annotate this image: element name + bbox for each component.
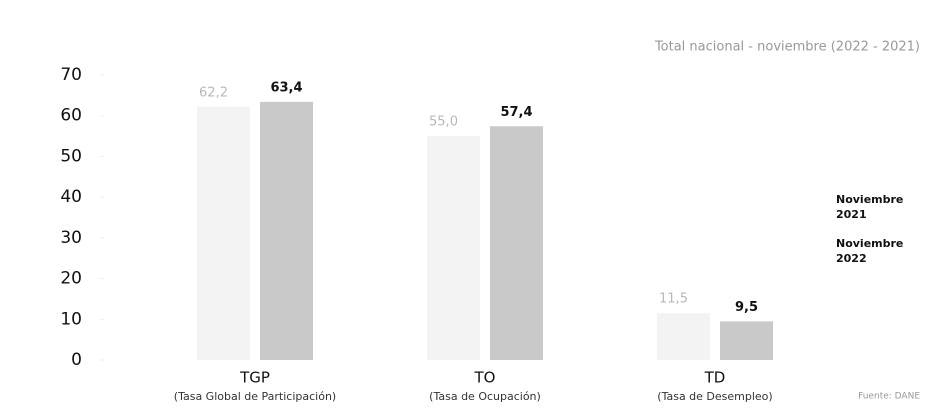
value-label: 55,0 [429,115,458,130]
value-label: 57,4 [500,105,532,120]
x-tick-label: TO [474,369,496,387]
bar [720,321,773,360]
x-tick-label: TGP [239,369,270,387]
value-label: 11,5 [659,292,688,307]
x-tick-description: (Tasa de Ocupación) [429,390,541,403]
y-tick-label: 10 [60,309,82,329]
y-tick-label: 50 [60,146,82,166]
x-tick-description: (Tasa de Desempleo) [657,390,772,403]
bar [427,136,480,360]
y-tick-label: 60 [60,106,82,126]
bar [490,126,543,360]
y-tick-label: 20 [60,269,82,289]
x-tick-label: TD [704,369,726,387]
legend-entry: Noviembre 2022 [836,237,904,265]
y-tick-label: 40 [60,187,82,207]
x-tick-description: (Tasa Global de Participación) [174,390,336,403]
chart-subtitle: Total nacional - noviembre (2022 - 2021) [654,40,920,55]
y-tick-label: 30 [60,228,82,248]
source: Fuente: DANE [858,392,920,402]
bar [657,313,710,360]
y-tick-label: 70 [60,65,82,85]
value-label: 9,5 [735,300,758,315]
legend-entry: Noviembre 2021 [836,193,904,221]
bar [197,106,250,360]
bar [260,101,313,360]
y-tick-label: 0 [71,350,82,370]
value-label: 63,4 [270,80,302,95]
value-label: 62,2 [199,85,228,100]
